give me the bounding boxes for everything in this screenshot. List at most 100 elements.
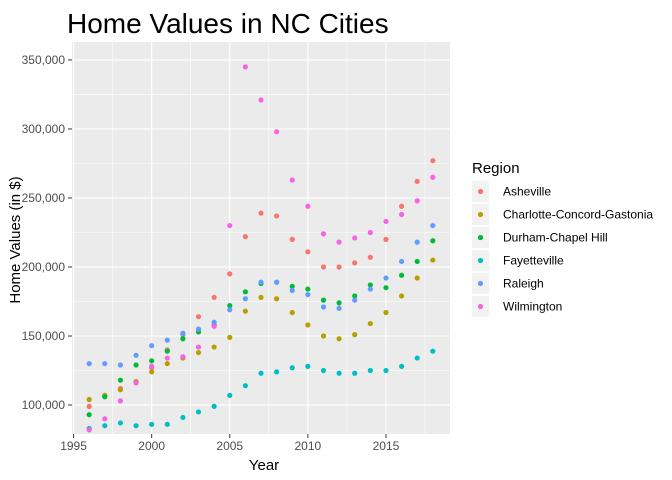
data-point-wilmington [258, 97, 264, 103]
data-point-fayetteville [274, 369, 280, 375]
legend-swatch [477, 211, 484, 218]
data-point-wilmington [242, 64, 248, 70]
data-point-asheville [289, 236, 295, 242]
y-tick-label: 250,000 [22, 191, 66, 205]
data-point-durham-chapel-hill [102, 394, 108, 400]
y-axis-ticks: 100,000 150,000 200,000 250,000 300,000 350,0… [22, 53, 72, 412]
data-point-wilmington [227, 222, 233, 229]
data-point-durham-chapel-hill [398, 272, 405, 278]
data-point-raleigh [305, 291, 311, 298]
data-point-durham-chapel-hill [117, 377, 124, 383]
data-point-durham-chapel-hill [149, 358, 155, 364]
chart-title: Home Values in NC Cities [67, 8, 389, 39]
x-axis-ticks: 1995 2000 2005 2010 2015 [60, 434, 400, 453]
data-point-asheville [227, 271, 233, 277]
legend-label: Raleigh [503, 277, 544, 291]
data-point-raleigh [414, 239, 420, 245]
legend-label: Charlotte-Concord-Gastonia [503, 208, 653, 222]
data-point-asheville [320, 264, 327, 270]
data-point-asheville [352, 260, 358, 266]
data-point-wilmington [305, 203, 311, 209]
data-point-fayetteville [430, 348, 436, 354]
legend-swatch [477, 257, 484, 264]
legend-label: Wilmington [503, 300, 562, 314]
data-point-durham-chapel-hill [86, 412, 92, 418]
data-point-charlotte-concord-gastonia [117, 387, 124, 393]
data-point-raleigh [258, 279, 264, 285]
legend-title: Region [472, 160, 520, 177]
data-point-raleigh [383, 275, 389, 281]
data-point-fayetteville [133, 423, 139, 429]
data-point-charlotte-concord-gastonia [289, 309, 295, 316]
data-point-asheville [195, 314, 202, 320]
data-point-fayetteville [414, 355, 420, 361]
data-point-raleigh [274, 279, 280, 285]
data-point-fayetteville [352, 370, 358, 376]
data-point-durham-chapel-hill [336, 300, 342, 306]
data-point-raleigh [242, 296, 248, 302]
data-point-fayetteville [164, 421, 170, 427]
data-point-charlotte-concord-gastonia [398, 293, 405, 299]
data-point-raleigh [320, 304, 327, 310]
data-point-wilmington [289, 177, 295, 183]
data-point-wilmington [383, 218, 389, 225]
data-point-charlotte-concord-gastonia [305, 322, 311, 328]
data-point-asheville [383, 236, 389, 242]
legend-swatch [477, 303, 484, 310]
data-point-wilmington [117, 398, 124, 404]
data-point-durham-chapel-hill [133, 362, 139, 368]
y-tick-label: 300,000 [22, 122, 66, 136]
data-point-charlotte-concord-gastonia [383, 309, 389, 316]
data-point-fayetteville [320, 367, 327, 374]
data-point-asheville [86, 403, 92, 409]
data-point-raleigh [117, 362, 124, 368]
data-point-durham-chapel-hill [227, 303, 233, 309]
data-point-fayetteville [383, 367, 389, 374]
data-point-raleigh [133, 352, 139, 358]
data-point-asheville [430, 158, 436, 164]
data-point-durham-chapel-hill [367, 282, 373, 288]
data-point-charlotte-concord-gastonia [430, 257, 436, 263]
legend-label: Fayetteville [503, 254, 564, 268]
y-tick-label: 150,000 [22, 329, 66, 343]
data-point-wilmington [180, 354, 186, 360]
data-point-asheville [336, 264, 342, 270]
data-point-raleigh [227, 307, 233, 313]
data-point-wilmington [336, 239, 342, 245]
data-point-wilmington [367, 229, 373, 236]
data-point-raleigh [149, 343, 155, 349]
data-point-asheville [242, 234, 248, 240]
data-point-charlotte-concord-gastonia [195, 349, 202, 356]
data-point-wilmington [398, 211, 405, 218]
data-point-raleigh [367, 286, 373, 292]
data-point-raleigh [180, 330, 186, 336]
legend-swatch [477, 234, 484, 241]
data-point-durham-chapel-hill [242, 289, 248, 295]
data-point-durham-chapel-hill [164, 348, 170, 354]
data-point-fayetteville [211, 403, 217, 409]
data-point-wilmington [133, 380, 139, 386]
data-point-charlotte-concord-gastonia [227, 334, 233, 340]
data-point-fayetteville [117, 420, 124, 426]
data-point-durham-chapel-hill [305, 286, 311, 292]
data-point-fayetteville [242, 383, 248, 389]
x-tick-label: 2000 [138, 439, 165, 453]
data-point-wilmington [102, 416, 108, 422]
data-point-fayetteville [180, 414, 186, 421]
legend-label: Durham-Chapel Hill [503, 231, 608, 245]
data-point-asheville [211, 294, 217, 300]
data-point-wilmington [320, 231, 327, 237]
data-point-fayetteville [195, 409, 202, 415]
data-point-charlotte-concord-gastonia [274, 296, 280, 302]
data-point-charlotte-concord-gastonia [414, 275, 420, 281]
data-point-durham-chapel-hill [414, 258, 420, 265]
data-point-durham-chapel-hill [383, 285, 389, 291]
y-tick-label: 350,000 [22, 53, 66, 67]
y-tick-label: 200,000 [22, 260, 66, 274]
data-point-raleigh [289, 287, 295, 294]
data-point-wilmington [195, 344, 202, 350]
data-point-asheville [274, 213, 280, 219]
data-point-raleigh [352, 297, 358, 303]
legend: Region Asheville Charlotte-Concord-Gaston… [472, 160, 653, 317]
